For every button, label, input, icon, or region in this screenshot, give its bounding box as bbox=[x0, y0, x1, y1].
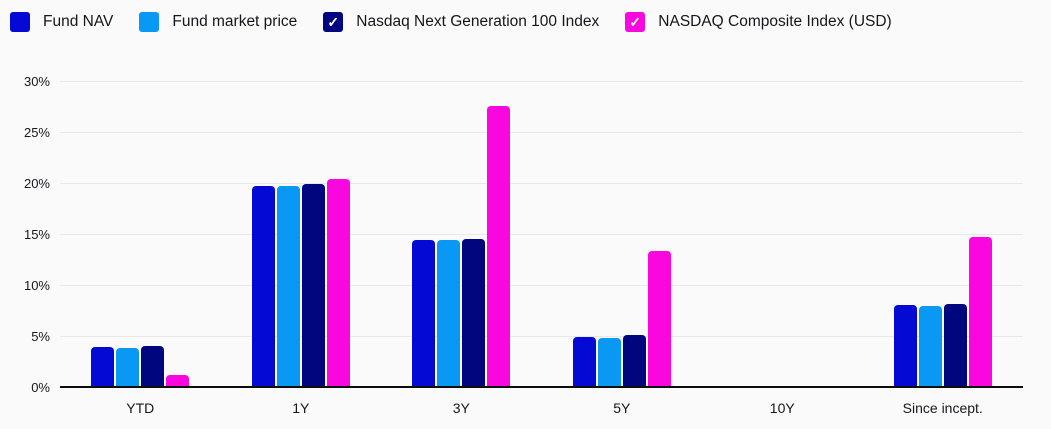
bar-nasdaq-composite-index-usd-ytd[interactable] bbox=[166, 374, 190, 386]
legend-label: Fund NAV bbox=[43, 13, 114, 30]
bar-fund-nav-since-incept[interactable] bbox=[893, 305, 917, 386]
x-tick-label-ytd: YTD bbox=[126, 400, 155, 416]
gridline bbox=[60, 132, 1023, 133]
legend-label: Fund market price bbox=[172, 13, 298, 30]
bar-nasdaq-composite-index-usd-1y[interactable] bbox=[326, 178, 350, 386]
chart-legend: Fund NAV Fund market price ✓ Nasdaq Next Ge… bbox=[10, 12, 892, 32]
bar-nasdaq-next-generation-100-index-3y[interactable] bbox=[462, 239, 486, 386]
bar-nasdaq-composite-index-usd-3y[interactable] bbox=[487, 105, 511, 386]
color-swatch-icon[interactable] bbox=[139, 12, 160, 32]
legend-item-fund-nav[interactable]: Fund NAV bbox=[10, 12, 113, 32]
bar-fund-market-price-3y[interactable] bbox=[437, 240, 461, 386]
plot-area bbox=[60, 81, 1023, 388]
y-tick-label: 0% bbox=[31, 380, 50, 395]
gridline bbox=[60, 81, 1023, 82]
gridline bbox=[60, 336, 1023, 337]
bar-nasdaq-next-generation-100-index-ytd[interactable] bbox=[141, 346, 165, 386]
bar-group-3y bbox=[381, 82, 542, 386]
legend-item-nasdaq-next-generation-100-index[interactable]: ✓ Nasdaq Next Generation 100 Index bbox=[323, 12, 599, 32]
bar-nasdaq-next-generation-100-index-since-incept[interactable] bbox=[943, 304, 967, 386]
legend-label: NASDAQ Composite Index (USD) bbox=[658, 13, 892, 30]
legend-item-fund-market-price[interactable]: Fund market price bbox=[139, 12, 297, 32]
checked-checkbox-swatch-icon[interactable]: ✓ bbox=[625, 12, 646, 32]
y-tick-label: 30% bbox=[23, 74, 50, 89]
bar-fund-market-price-ytd[interactable] bbox=[116, 348, 140, 386]
x-tick-label-1y: 1Y bbox=[292, 400, 310, 416]
y-tick-label: 5% bbox=[31, 329, 50, 344]
color-swatch-icon[interactable] bbox=[10, 12, 30, 32]
legend-item-nasdaq-composite-index-usd[interactable]: ✓ NASDAQ Composite Index (USD) bbox=[625, 12, 892, 32]
x-tick-label-3y: 3Y bbox=[452, 400, 470, 416]
bar-group-ytd bbox=[60, 82, 221, 386]
legend-label: Nasdaq Next Generation 100 Index bbox=[356, 13, 600, 30]
checked-checkbox-swatch-icon[interactable]: ✓ bbox=[323, 12, 344, 32]
bar-fund-nav-ytd[interactable] bbox=[91, 347, 115, 386]
bar-fund-nav-3y[interactable] bbox=[412, 240, 436, 386]
gridline bbox=[60, 285, 1023, 286]
y-axis: 0% 5% 10% 15% 20% 25% 30% bbox=[0, 74, 50, 395]
x-axis-line bbox=[60, 386, 1023, 388]
y-tick-label: 20% bbox=[23, 176, 50, 191]
bar-nasdaq-composite-index-usd-since-incept[interactable] bbox=[968, 237, 992, 386]
bar-fund-market-price-1y[interactable] bbox=[276, 186, 300, 386]
bar-fund-market-price-since-incept[interactable] bbox=[918, 306, 942, 386]
bar-nasdaq-composite-index-usd-5y[interactable] bbox=[647, 251, 671, 386]
bar-group-5y bbox=[542, 82, 703, 386]
gridline bbox=[60, 183, 1023, 184]
bar-group-1y bbox=[221, 82, 382, 386]
bar-fund-market-price-5y[interactable] bbox=[597, 338, 621, 386]
bar-group-since-incept bbox=[863, 82, 1024, 386]
bar-fund-nav-5y[interactable] bbox=[572, 337, 596, 386]
y-tick-label: 10% bbox=[23, 278, 50, 293]
bar-nasdaq-next-generation-100-index-1y[interactable] bbox=[301, 184, 325, 386]
y-tick-label: 25% bbox=[23, 125, 50, 140]
bar-fund-nav-1y[interactable] bbox=[251, 186, 275, 386]
bar-nasdaq-next-generation-100-index-5y[interactable] bbox=[622, 335, 646, 386]
gridline bbox=[60, 234, 1023, 235]
x-tick-label-10y: 10Y bbox=[769, 400, 795, 416]
x-tick-label-since-incept: Since incept. bbox=[902, 400, 983, 416]
bar-groups bbox=[60, 82, 1023, 386]
bar-group-10y bbox=[702, 82, 863, 386]
x-axis: YTD 1Y 3Y 5Y 10Y Since incept. bbox=[60, 400, 1023, 416]
y-tick-label: 15% bbox=[23, 227, 50, 242]
x-tick-label-5y: 5Y bbox=[613, 400, 631, 416]
